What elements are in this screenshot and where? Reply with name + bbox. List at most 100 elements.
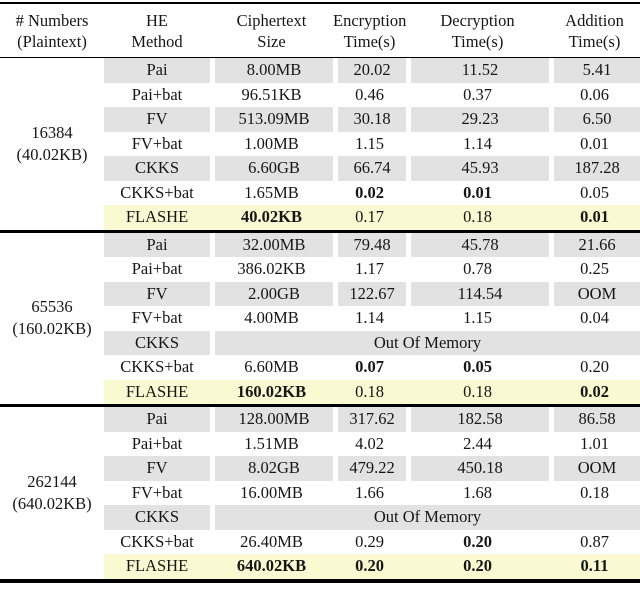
header-line: Ciphertext [236, 10, 307, 30]
cell-ciphertext-size: 2.00GB [210, 281, 333, 307]
cell-ciphertext-size: 1.00MB [244, 133, 299, 153]
header-he-method: HE Method [104, 10, 210, 52]
cell-method: CKKS [104, 330, 210, 356]
group-label: 262144 (640.02KB) [0, 407, 104, 579]
header-line: # Numbers [15, 10, 89, 30]
cell-addition-time: 5.41 [549, 58, 640, 83]
table-row: FV 513.09MB 30.18 29.23 6.50 [104, 107, 640, 132]
table-row: Pai 8.00MB 20.02 11.52 5.41 [104, 58, 640, 83]
cell-ciphertext-size: 4.00MB [244, 308, 299, 328]
header-numbers-plaintext: # Numbers (Plaintext) [0, 10, 104, 52]
table-row-flashe: FLASHE 160.02KB 0.18 0.18 0.02 [104, 379, 640, 405]
cell-ciphertext-size: 1.51MB [244, 433, 299, 453]
cell-encryption-time: 4.02 [355, 433, 384, 453]
group-rows: Pai 128.00MB 317.62 182.58 86.58 Pai+bat… [104, 407, 640, 579]
cell-encryption-time: 66.74 [333, 156, 406, 181]
cell-decryption-time: 0.18 [463, 381, 492, 401]
cell-out-of-memory: Out Of Memory [210, 505, 640, 530]
group-rows: Pai 32.00MB 79.48 45.78 21.66 Pai+bat 38… [104, 232, 640, 405]
cell-addition-time: OOM [549, 456, 640, 481]
cell-addition-time: 0.25 [580, 259, 609, 279]
table-row: FV+bat 1.00MB 1.15 1.14 0.01 [104, 132, 640, 157]
table-row: FV 2.00GB 122.67 114.54 OOM [104, 281, 640, 307]
cell-encryption-time: 0.20 [355, 556, 384, 576]
cell-ciphertext-size: 26.40MB [240, 531, 303, 551]
group-separator [0, 404, 640, 408]
header-line: Time(s) [343, 31, 396, 51]
table-row: Pai 32.00MB 79.48 45.78 21.66 [104, 232, 640, 258]
cell-addition-time: 187.28 [549, 156, 640, 181]
cell-method: Pai [104, 407, 210, 432]
cell-decryption-time: 1.68 [463, 482, 492, 502]
group-262144: 262144 (640.02KB) Pai 128.00MB 317.62 18… [0, 407, 640, 579]
cell-ciphertext-size: 40.02KB [241, 207, 302, 226]
table-row: FV 8.02GB 479.22 450.18 OOM [104, 456, 640, 481]
cell-encryption-time: 0.29 [355, 531, 384, 551]
benchmark-table: # Numbers (Plaintext) HE Method Cipherte… [0, 2, 640, 583]
header-line: (Plaintext) [17, 31, 87, 51]
cell-decryption-time: 450.18 [406, 456, 549, 481]
cell-addition-time: 0.18 [580, 482, 609, 502]
cell-decryption-time: 1.15 [463, 308, 492, 328]
cell-encryption-time: 0.02 [355, 182, 384, 202]
table-row: Pai 128.00MB 317.62 182.58 86.58 [104, 407, 640, 432]
group-count: 65536 [31, 297, 73, 317]
table-row: FV+bat 4.00MB 1.14 1.15 0.04 [104, 306, 640, 331]
header-line: Encryption [333, 10, 407, 30]
bottom-rule [0, 578, 640, 583]
cell-encryption-time: 122.67 [333, 281, 406, 307]
cell-method: CKKS [104, 505, 210, 530]
cell-ciphertext-size: 8.02GB [210, 456, 333, 481]
table-row-flashe: FLASHE 640.02KB 0.20 0.20 0.11 [104, 554, 640, 579]
cell-addition-time: 6.50 [549, 107, 640, 132]
cell-ciphertext-size: 8.00MB [210, 58, 333, 83]
cell-ciphertext-size: 16.00MB [240, 482, 303, 502]
cell-addition-time: 0.87 [580, 531, 609, 551]
cell-method: CKKS+bat [120, 531, 194, 551]
cell-decryption-time: 182.58 [406, 407, 549, 432]
cell-ciphertext-size: 160.02KB [236, 381, 307, 401]
group-16384: 16384 (40.02KB) Pai 8.00MB 20.02 11.52 5… [0, 58, 640, 230]
cell-ciphertext-size: 6.60MB [244, 357, 299, 377]
cell-encryption-time: 479.22 [333, 456, 406, 481]
cell-decryption-time: 0.18 [463, 207, 492, 226]
cell-addition-time: 21.66 [549, 232, 640, 258]
cell-encryption-time: 0.07 [355, 357, 384, 377]
group-count: 262144 [27, 472, 77, 492]
cell-addition-time: 0.11 [580, 556, 609, 576]
cell-decryption-time: 0.78 [463, 259, 492, 279]
group-count: 16384 [31, 122, 73, 142]
header-line: Method [131, 31, 183, 51]
header-line: Decryption [440, 10, 515, 30]
cell-encryption-time: 20.02 [333, 58, 406, 83]
header-line: Addition [565, 10, 624, 30]
cell-method: FV+bat [131, 482, 183, 502]
group-plaintext-size: (640.02KB) [12, 494, 92, 514]
cell-method: Pai+bat [131, 433, 183, 453]
cell-method: CKKS+bat [120, 182, 194, 202]
group-rows: Pai 8.00MB 20.02 11.52 5.41 Pai+bat 96.5… [104, 58, 640, 230]
cell-addition-time: 0.20 [580, 357, 609, 377]
cell-decryption-time: 1.14 [463, 133, 492, 153]
header-addition-time: Addition Time(s) [549, 10, 640, 52]
table-row: CKKS 6.60GB 66.74 45.93 187.28 [104, 156, 640, 181]
table-row: FV+bat 16.00MB 1.66 1.68 0.18 [104, 481, 640, 506]
cell-method: FV [104, 456, 210, 481]
table-row: CKKS+bat 26.40MB 0.29 0.20 0.87 [104, 530, 640, 555]
header-line: Time(s) [568, 31, 621, 51]
header-line: Time(s) [451, 31, 504, 51]
cell-addition-time: 0.05 [580, 182, 609, 202]
cell-ciphertext-size: 1.65MB [244, 182, 299, 202]
cell-decryption-time: 45.93 [406, 156, 549, 181]
cell-method: FV+bat [131, 133, 183, 153]
table-row-flashe: FLASHE 40.02KB 0.17 0.18 0.01 [104, 205, 640, 230]
cell-addition-time: 86.58 [549, 407, 640, 432]
group-plaintext-size: (160.02KB) [12, 319, 92, 339]
header-decryption-time: Decryption Time(s) [406, 10, 549, 52]
group-separator [0, 229, 640, 233]
cell-method: CKKS+bat [120, 357, 194, 377]
cell-decryption-time: 45.78 [406, 232, 549, 258]
group-label: 16384 (40.02KB) [0, 58, 104, 230]
table-row: CKKS+bat 6.60MB 0.07 0.05 0.20 [104, 355, 640, 380]
table-row: Pai+bat 96.51KB 0.46 0.37 0.06 [104, 83, 640, 108]
